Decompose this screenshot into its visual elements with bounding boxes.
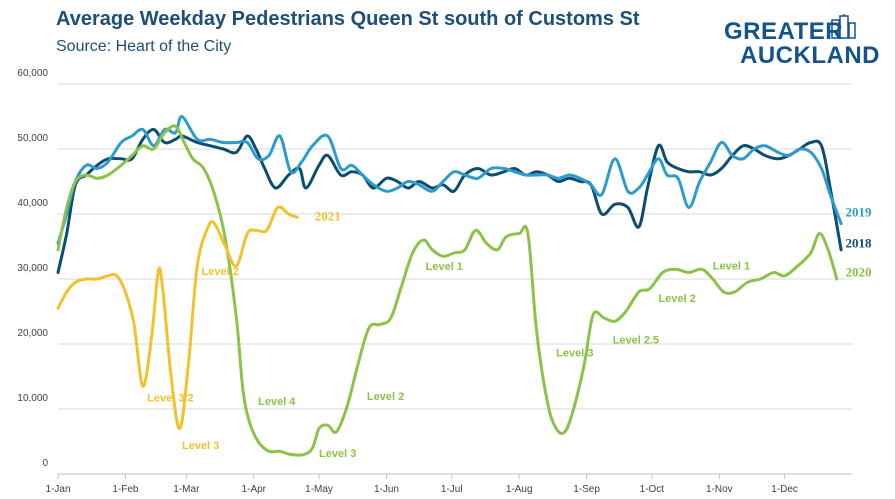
logo-line-2: AUCKLAND xyxy=(740,42,880,69)
annotation-label: Level 1 xyxy=(426,261,463,273)
y-tick-label: 40,000 xyxy=(17,198,48,209)
y-tick-label: 10,000 xyxy=(17,393,48,404)
y-tick-label: 20,000 xyxy=(17,328,48,339)
x-tick-label: 1-Nov xyxy=(706,484,733,495)
series-label-2021: 2021 xyxy=(315,209,341,224)
x-tick-label: 1-Jun xyxy=(374,484,399,495)
annotation-label: Level 3 xyxy=(182,440,219,452)
series-label-2018: 2018 xyxy=(845,235,872,250)
x-tick-label: 1-Apr xyxy=(242,484,267,495)
annotation-label: Level 2.5 xyxy=(613,334,659,346)
series-label-2019: 2019 xyxy=(845,205,872,220)
x-tick-label: 1-Sep xyxy=(573,484,600,495)
y-tick-label: 30,000 xyxy=(17,263,48,274)
annotation-label: Level 1 xyxy=(713,260,750,272)
skyline-icon xyxy=(831,14,856,39)
x-tick-label: 1-Jul xyxy=(441,484,463,495)
series-line-2021 xyxy=(56,205,299,431)
annotation-label: Level 3/2 xyxy=(147,392,193,404)
annotation-label: Level 2 xyxy=(658,293,695,305)
series-label-2020: 2020 xyxy=(845,265,871,280)
y-tick-label: 0 xyxy=(42,458,48,469)
annotation-label: Level 2 xyxy=(202,266,239,278)
x-axis: 1-Jan 1-Feb 1-Mar 1-Apr 1-May 1-Jun 1-Jul 1-Aug… xyxy=(45,473,852,495)
x-tick-label: 1-Oct xyxy=(640,484,665,495)
y-tick-label: 60,000 xyxy=(17,68,48,79)
x-tick-label: 1-May xyxy=(305,484,333,495)
y-tick-label: 50,000 xyxy=(17,133,48,144)
logo-line-1: GREATER xyxy=(724,18,844,45)
chart-title: Average Weekday Pedestrians Queen St sou… xyxy=(56,8,640,30)
annotation-label: Level 3 xyxy=(556,347,593,359)
greater-auckland-logo: GREATER AUCKLAND xyxy=(722,14,882,70)
x-tick-label: 1-Jan xyxy=(45,484,70,495)
chart-labels: 2018 2019 2020 2021 Level 2 Level 3/2 Level 3 L… xyxy=(147,205,872,461)
y-axis: 0 10,000 20,000 30,000 40,000 50,000 60,000 xyxy=(17,68,48,469)
series-lines xyxy=(56,115,843,457)
annotation-label: Level 2 xyxy=(367,391,404,403)
series-line-2020 xyxy=(56,124,839,457)
series-line-2019 xyxy=(56,115,843,245)
x-tick-label: 1-Feb xyxy=(112,484,139,495)
annotation-label: Level 4 xyxy=(258,396,296,408)
x-tick-label: 1-Dec xyxy=(771,484,798,495)
x-tick-label: 1-Mar xyxy=(173,484,200,495)
series-line-2018 xyxy=(56,128,843,274)
chart-subtitle: Source: Heart of the City xyxy=(56,38,232,55)
annotation-label: Level 3 xyxy=(319,448,356,460)
x-tick-label: 1-Aug xyxy=(506,484,533,495)
